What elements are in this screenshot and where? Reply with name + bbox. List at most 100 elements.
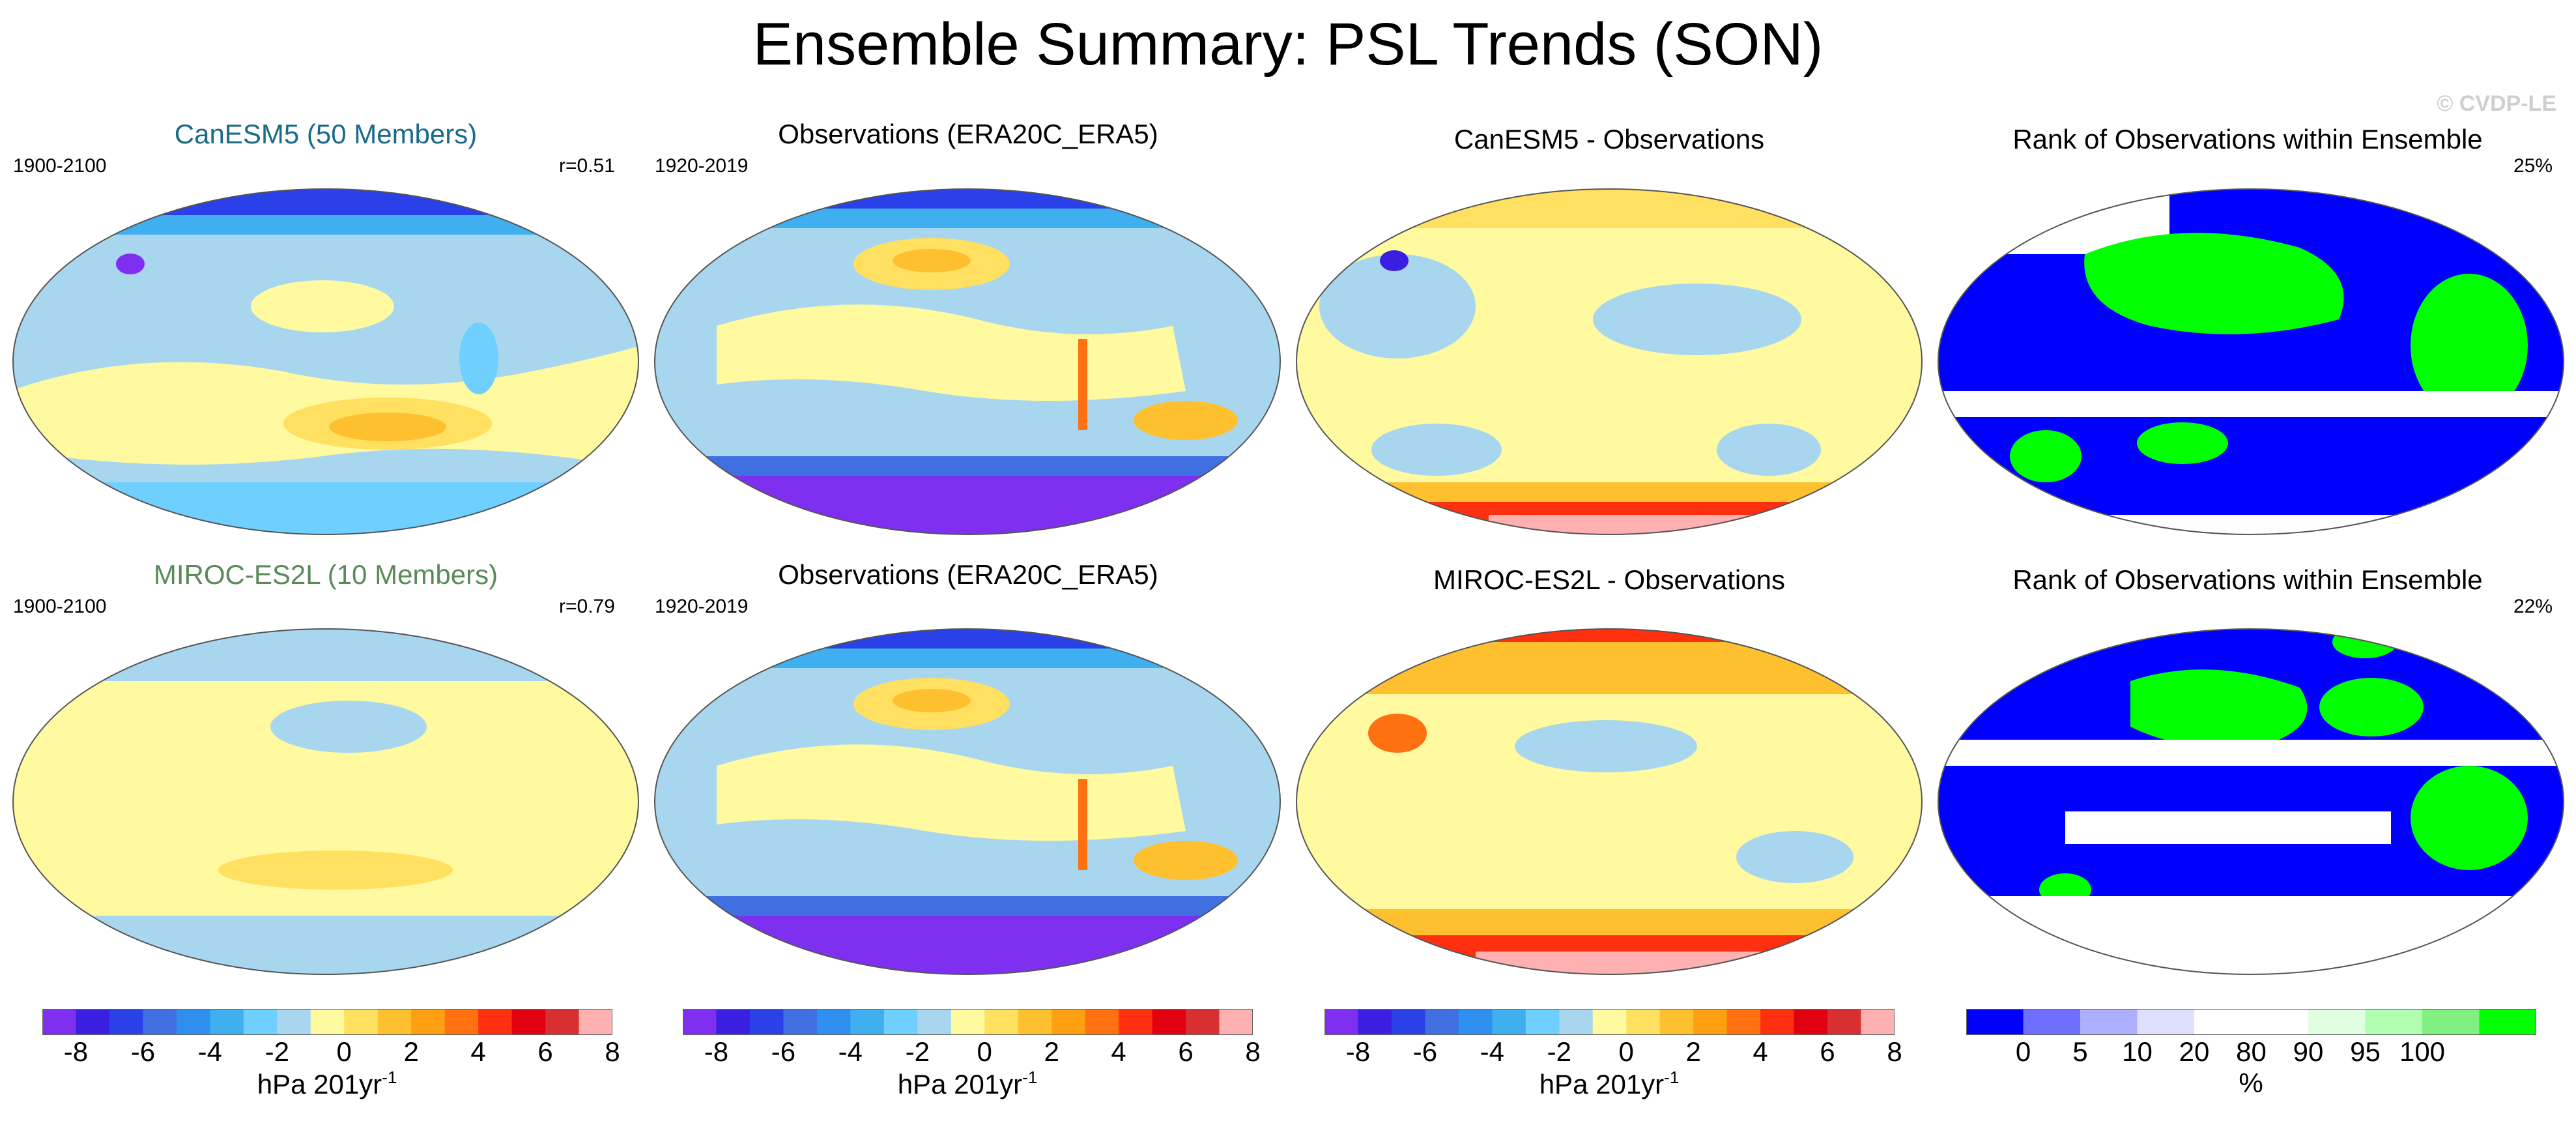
trend-colorbar-swatch	[444, 1009, 479, 1035]
americas-low	[459, 323, 498, 394]
trend-colorbar-swatch	[411, 1009, 446, 1035]
trend-colorbar-swatch	[984, 1009, 1019, 1035]
andes-high	[1078, 339, 1087, 430]
rank-white-antarctic	[1938, 515, 2564, 534]
rank-colorbar-tick-label: 10	[2122, 1036, 2153, 1067]
map-obs-trend-1	[654, 188, 1281, 535]
period-label-model-2: 1900-2100	[13, 596, 107, 617]
antarctic-deep-low	[655, 916, 1280, 974]
south-pacific-high	[218, 851, 453, 890]
trend-colorbar-swatch	[1592, 1009, 1627, 1035]
trend-colorbar-tick-label: 4	[1111, 1036, 1126, 1067]
south-atlantic-low	[1717, 424, 1821, 476]
trend-colorbar-unit: hPa 201yr-1	[257, 1068, 397, 1099]
antarctic-deep-low	[655, 476, 1280, 534]
trend-colorbar-swatch	[1425, 1009, 1459, 1035]
colorbar-obs-trend	[683, 1009, 1253, 1035]
trend-colorbar-unit: hPa 201yr-1	[897, 1068, 1038, 1099]
watermark: © CVDP-LE	[2437, 91, 2556, 116]
trend-colorbar-swatch	[1525, 1009, 1560, 1035]
map-diff-trend-1	[1296, 188, 1923, 535]
trend-colorbar-swatch	[1324, 1009, 1358, 1035]
pacific-low	[1593, 284, 1801, 355]
rank-colorbar-tick-label: 80	[2236, 1036, 2267, 1067]
northern-high-band	[1296, 629, 1922, 694]
trend-colorbar-tick-label: -6	[1412, 1036, 1438, 1067]
colorbar-rank	[1966, 1009, 2536, 1035]
correlation-label-1: r=0.51	[559, 155, 615, 177]
rank-colorbar-swatch	[2023, 1009, 2081, 1035]
trend-colorbar-tick-label: -6	[130, 1036, 156, 1067]
north-atlantic-high	[251, 280, 394, 332]
trend-colorbar-swatch	[1152, 1009, 1186, 1035]
rank-percent-2: 22%	[2513, 596, 2553, 617]
trend-colorbar-swatch	[545, 1009, 580, 1035]
rank-green-arctic	[2332, 629, 2397, 658]
trend-colorbar-swatch	[783, 1009, 818, 1035]
rank-white-band	[1938, 391, 2564, 417]
trend-colorbar-swatch	[143, 1009, 177, 1035]
trend-colorbar-swatch	[478, 1009, 513, 1035]
trend-colorbar-swatch	[1119, 1009, 1153, 1035]
trend-colorbar-swatch	[579, 1009, 612, 1035]
rank-percent-1: 25%	[2513, 155, 2553, 177]
south-atlantic-high	[1134, 401, 1238, 440]
panel-title-model-2: MIROC-ES2L (10 Members)	[153, 559, 498, 590]
trend-colorbar-swatch	[850, 1009, 885, 1035]
rank-green-north-pacific	[2130, 669, 2308, 748]
rank-colorbar-tick-label: 0	[2015, 1036, 2031, 1067]
trend-colorbar-swatch	[210, 1009, 244, 1035]
trend-colorbar-swatch	[243, 1009, 278, 1035]
colorbar-model-trend	[42, 1009, 612, 1035]
rank-colorbar-swatch	[2308, 1009, 2366, 1035]
southern-ocean-band	[655, 456, 1280, 476]
rank-colorbar-swatch	[1966, 1009, 2024, 1035]
trend-colorbar-border	[1324, 1009, 1895, 1035]
trend-colorbar-border	[42, 1009, 612, 1035]
south-pacific-low	[1371, 424, 1502, 476]
map-obs-trend-2	[654, 628, 1281, 975]
north-pacific-high-core	[893, 249, 971, 272]
map-model-trend-1	[12, 188, 639, 535]
rank-colorbar-tick-label: 100	[2399, 1036, 2446, 1067]
rank-colorbar-tick-label: 5	[2072, 1036, 2088, 1067]
panel-title-rank-2: Rank of Observations within Ensemble	[2012, 564, 2483, 595]
trend-colorbar-swatch	[816, 1009, 851, 1035]
pacific-low	[1515, 720, 1697, 772]
rank-colorbar-swatch	[2194, 1009, 2252, 1035]
rank-green-south-atlantic	[2411, 766, 2528, 870]
trend-colorbar-tick-label: -8	[1345, 1036, 1371, 1067]
trend-colorbar-swatch	[277, 1009, 311, 1035]
trend-colorbar-swatch	[1085, 1009, 1119, 1035]
trend-colorbar-swatch	[1219, 1009, 1253, 1035]
south-pacific-high-core	[329, 413, 446, 441]
trend-colorbar-swatch	[1018, 1009, 1052, 1035]
trend-colorbar-swatch	[1861, 1009, 1895, 1035]
colorbar-diff-trend	[1324, 1009, 1895, 1035]
trend-colorbar-tick-label: -2	[265, 1036, 289, 1067]
trend-colorbar-tick-label: 8	[1245, 1036, 1261, 1067]
rank-green-north-pacific	[2084, 233, 2344, 334]
rank-green-atlantic	[2319, 678, 2424, 736]
trend-colorbar-swatch	[344, 1009, 379, 1035]
rank-white-band-north	[1938, 740, 2564, 766]
trend-colorbar-tick-label: 8	[1887, 1036, 1902, 1067]
trend-colorbar-tick-label: 8	[605, 1036, 620, 1067]
trend-colorbar-tick-label: -6	[771, 1036, 796, 1067]
trend-colorbar-swatch	[1458, 1009, 1493, 1035]
rank-colorbar-swatch	[2365, 1009, 2423, 1035]
map-model-trend-2	[12, 628, 639, 975]
north-pacific-low	[270, 701, 427, 753]
trend-colorbar-tick-label: 2	[1044, 1036, 1059, 1067]
south-atlantic-low	[1736, 831, 1853, 883]
rank-white-band-mid	[2065, 811, 2391, 844]
antarctic-high	[1476, 952, 1762, 974]
trend-colorbar-swatch	[1358, 1009, 1392, 1035]
rank-green-atlantic	[2411, 274, 2528, 417]
rank-colorbar-tick-label: 20	[2179, 1036, 2210, 1067]
map-rank-2	[1938, 628, 2564, 975]
trend-colorbar-swatch	[511, 1009, 546, 1035]
trend-colorbar-swatch	[109, 1009, 143, 1035]
trend-colorbar-swatch	[1827, 1009, 1862, 1035]
trend-colorbar-unit: hPa 201yr-1	[1539, 1068, 1680, 1099]
